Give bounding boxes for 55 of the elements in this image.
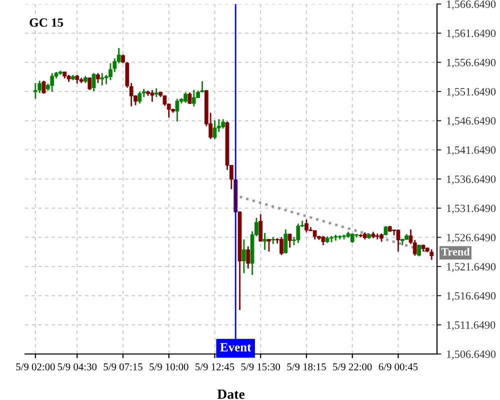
- annotation: Event: [220, 343, 252, 352]
- x-tick-label: 5/9 10:00: [150, 363, 188, 370]
- x-tick-label: 5/9 15:30: [241, 363, 280, 370]
- candlestick: [50, 72, 54, 92]
- candlestick: [138, 91, 142, 104]
- x-tick-label: 5/9 12:45: [196, 363, 234, 370]
- y-tick-label: 1,536.6490: [447, 175, 496, 185]
- candlestick: [96, 72, 100, 84]
- candlestick: [88, 77, 92, 91]
- candlestick: [284, 228, 288, 254]
- y-tick-label: 1,561.6490: [447, 30, 496, 39]
- candlestick: [184, 92, 188, 104]
- x-tick-label: 5/9 04:30: [58, 363, 97, 370]
- candlestick: [192, 89, 196, 108]
- candlestick: [100, 72, 104, 86]
- candlestick: [430, 248, 434, 260]
- y-tick-label: 1,526.6490: [447, 234, 496, 243]
- candlestick: [242, 238, 246, 274]
- candlestick: [150, 89, 154, 102]
- x-axis-title: Date: [217, 390, 245, 399]
- text: GC 15: [30, 18, 64, 27]
- y-tick-label: 1,511.6490: [447, 321, 496, 330]
- candlestick: [396, 228, 400, 252]
- candlestick: [221, 118, 226, 130]
- candlestick: [108, 62, 112, 81]
- candlestick: [296, 222, 300, 244]
- y-tick-label: 1,546.6490: [447, 117, 496, 126]
- candlestick: [42, 80, 46, 94]
- x-tick-label: 5/9 18:15: [287, 363, 326, 370]
- candlestick: [175, 98, 180, 122]
- y-tick-label: 1,516.6490: [447, 292, 496, 302]
- candlestick: [246, 246, 250, 270]
- candlestick: [280, 236, 284, 256]
- y-tick-label: 1,541.6490: [447, 146, 496, 156]
- candlestick: [267, 238, 271, 252]
- y-tick-label: 1,531.6490: [447, 204, 496, 214]
- annotation: Trend: [441, 248, 470, 256]
- x-tick-label: 6/9 00:45: [378, 363, 418, 370]
- x-tick-label: 5/9 02:00: [16, 363, 55, 370]
- candlestick: [288, 233, 292, 248]
- candlestick: [350, 232, 354, 244]
- y-tick-label: 1,521.6490: [447, 262, 496, 272]
- candlestick: [258, 214, 263, 242]
- candlestick: [321, 235, 326, 246]
- x-tick-label: 5/9 22:00: [333, 363, 372, 370]
- x-tick-label: 5/9 07:15: [104, 363, 142, 370]
- candlestick: [262, 232, 267, 251]
- candlestick: [92, 72, 96, 92]
- candlestick: [417, 244, 422, 257]
- candlestick: [212, 120, 217, 140]
- y-tick-label: 1,551.6490: [447, 88, 496, 98]
- y-tick-label: 1,566.6490: [447, 0, 496, 10]
- y-tick-label: 1,506.6490: [447, 350, 496, 360]
- candlestick: [304, 218, 308, 234]
- y-tick-label: 1,556.6490: [447, 58, 496, 68]
